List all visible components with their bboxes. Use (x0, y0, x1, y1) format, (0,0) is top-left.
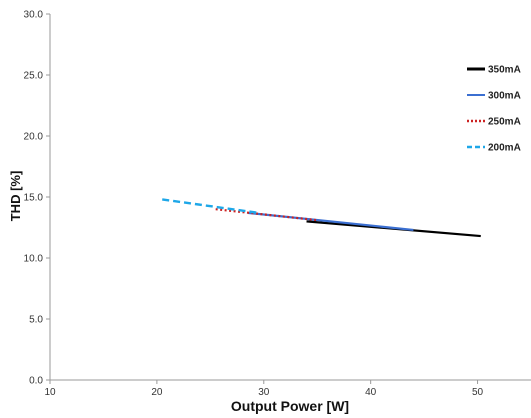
x-tick-label: 20 (151, 387, 163, 398)
x-axis-title: Output Power [W] (231, 398, 349, 414)
y-tick-label: 5.0 (29, 315, 43, 326)
series-line-250mA (215, 208, 318, 222)
y-tick-label: 30.0 (24, 10, 44, 21)
y-tick-label: 10.0 (24, 254, 44, 265)
y-tick-label: 20.0 (24, 132, 44, 143)
y-axis-title: THD [%] (8, 171, 23, 222)
y-tick-label: 15.0 (24, 193, 44, 204)
legend-label-200mA: 200mA (488, 143, 521, 154)
series-line-300mA (247, 211, 414, 232)
series-layer (162, 198, 481, 238)
legend-label-250mA: 250mA (488, 117, 521, 128)
x-tick-label: 30 (258, 387, 270, 398)
y-axis-ticks: 0.0 5.0 10.0 15.0 20.0 25.0 30.0 (24, 10, 50, 387)
legend-label-300mA: 300mA (488, 91, 521, 102)
x-axis-ticks: 10 20 30 40 50 (44, 380, 484, 398)
legend-label-350mA: 350mA (488, 65, 521, 76)
y-tick-label: 0.0 (29, 376, 43, 387)
y-tick-label: 25.0 (24, 71, 44, 82)
series-line-200mA (162, 198, 259, 215)
x-tick-label: 40 (365, 387, 377, 398)
x-tick-label: 50 (472, 387, 484, 398)
legend: 350mA 300mA 250mA 200mA (467, 65, 521, 154)
x-tick-label: 10 (44, 387, 56, 398)
